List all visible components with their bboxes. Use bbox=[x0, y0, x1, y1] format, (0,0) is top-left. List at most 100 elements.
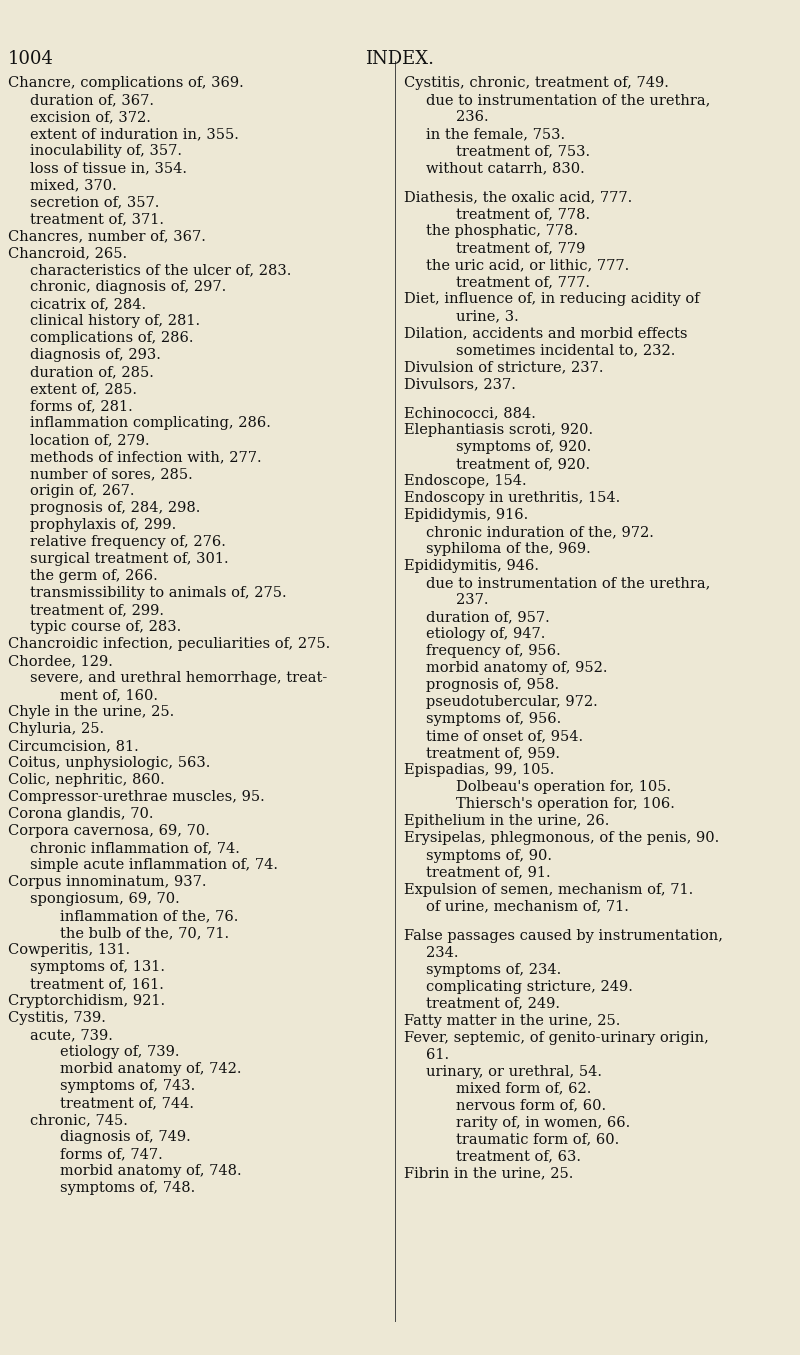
Text: mixed form of, 62.: mixed form of, 62. bbox=[456, 1081, 591, 1096]
Text: typic course of, 283.: typic course of, 283. bbox=[30, 621, 182, 634]
Text: treatment of, 779: treatment of, 779 bbox=[456, 241, 586, 255]
Text: Divulsors, 237.: Divulsors, 237. bbox=[404, 377, 516, 392]
Text: acute, 739.: acute, 739. bbox=[30, 1028, 114, 1042]
Text: etiology of, 947.: etiology of, 947. bbox=[426, 627, 546, 641]
Text: the phosphatic, 778.: the phosphatic, 778. bbox=[426, 224, 578, 238]
Text: treatment of, 161.: treatment of, 161. bbox=[30, 977, 164, 991]
Text: nervous form of, 60.: nervous form of, 60. bbox=[456, 1099, 606, 1112]
Text: Colic, nephritic, 860.: Colic, nephritic, 860. bbox=[8, 774, 165, 787]
Text: extent of induration in, 355.: extent of induration in, 355. bbox=[30, 127, 239, 141]
Text: characteristics of the ulcer of, 283.: characteristics of the ulcer of, 283. bbox=[30, 263, 292, 276]
Text: Chancre, complications of, 369.: Chancre, complications of, 369. bbox=[8, 76, 244, 89]
Text: Chyluria, 25.: Chyluria, 25. bbox=[8, 722, 104, 736]
Text: chronic inflammation of, 74.: chronic inflammation of, 74. bbox=[30, 841, 240, 855]
Text: diagnosis of, 749.: diagnosis of, 749. bbox=[60, 1130, 190, 1144]
Text: prognosis of, 284, 298.: prognosis of, 284, 298. bbox=[30, 501, 201, 515]
Text: location of, 279.: location of, 279. bbox=[30, 434, 150, 447]
Text: symptoms of, 131.: symptoms of, 131. bbox=[30, 961, 166, 974]
Text: treatment of, 777.: treatment of, 777. bbox=[456, 275, 590, 289]
Text: False passages caused by instrumentation,: False passages caused by instrumentation… bbox=[404, 928, 723, 943]
Text: Expulsion of semen, mechanism of, 71.: Expulsion of semen, mechanism of, 71. bbox=[404, 882, 694, 897]
Text: Coitus, unphysiologic, 563.: Coitus, unphysiologic, 563. bbox=[8, 756, 210, 770]
Text: complications of, 286.: complications of, 286. bbox=[30, 331, 194, 346]
Text: Chancroid, 265.: Chancroid, 265. bbox=[8, 245, 127, 260]
Text: Cryptorchidism, 921.: Cryptorchidism, 921. bbox=[8, 995, 165, 1008]
Text: symptoms of, 234.: symptoms of, 234. bbox=[426, 962, 562, 977]
Text: Chordee, 129.: Chordee, 129. bbox=[8, 654, 113, 668]
Text: chronic induration of the, 972.: chronic induration of the, 972. bbox=[426, 526, 654, 539]
Text: traumatic form of, 60.: traumatic form of, 60. bbox=[456, 1133, 619, 1146]
Text: Endoscopy in urethritis, 154.: Endoscopy in urethritis, 154. bbox=[404, 492, 620, 505]
Text: symptoms of, 748.: symptoms of, 748. bbox=[60, 1182, 195, 1195]
Text: syphiloma of the, 969.: syphiloma of the, 969. bbox=[426, 542, 591, 557]
Text: urinary, or urethral, 54.: urinary, or urethral, 54. bbox=[426, 1065, 602, 1079]
Text: Compressor-urethrae muscles, 95.: Compressor-urethrae muscles, 95. bbox=[8, 790, 265, 804]
Text: origin of, 267.: origin of, 267. bbox=[30, 484, 135, 499]
Text: chronic, 745.: chronic, 745. bbox=[30, 1114, 128, 1127]
Text: forms of, 281.: forms of, 281. bbox=[30, 398, 133, 413]
Text: Diet, influence of, in reducing acidity of: Diet, influence of, in reducing acidity … bbox=[404, 293, 700, 306]
Text: transmissibility to animals of, 275.: transmissibility to animals of, 275. bbox=[30, 585, 287, 600]
Text: forms of, 747.: forms of, 747. bbox=[60, 1148, 162, 1161]
Text: symptoms of, 743.: symptoms of, 743. bbox=[60, 1079, 195, 1093]
Text: Epithelium in the urine, 26.: Epithelium in the urine, 26. bbox=[404, 814, 610, 828]
Text: inflammation complicating, 286.: inflammation complicating, 286. bbox=[30, 416, 271, 430]
Text: frequency of, 956.: frequency of, 956. bbox=[426, 645, 561, 659]
Text: duration of, 285.: duration of, 285. bbox=[30, 364, 154, 379]
Text: symptoms of, 920.: symptoms of, 920. bbox=[456, 440, 591, 454]
Text: Fibrin in the urine, 25.: Fibrin in the urine, 25. bbox=[404, 1167, 574, 1180]
Text: time of onset of, 954.: time of onset of, 954. bbox=[426, 729, 583, 744]
Text: of urine, mechanism of, 71.: of urine, mechanism of, 71. bbox=[426, 900, 630, 913]
Text: Corpus innominatum, 937.: Corpus innominatum, 937. bbox=[8, 875, 206, 889]
Text: Chancroidic infection, peculiarities of, 275.: Chancroidic infection, peculiarities of,… bbox=[8, 637, 330, 650]
Text: Fatty matter in the urine, 25.: Fatty matter in the urine, 25. bbox=[404, 1014, 620, 1027]
Text: 1004: 1004 bbox=[8, 50, 54, 68]
Text: Diathesis, the oxalic acid, 777.: Diathesis, the oxalic acid, 777. bbox=[404, 190, 632, 205]
Text: Endoscope, 154.: Endoscope, 154. bbox=[404, 474, 526, 488]
Text: symptoms of, 90.: symptoms of, 90. bbox=[426, 848, 553, 863]
Text: Epispadias, 99, 105.: Epispadias, 99, 105. bbox=[404, 763, 554, 778]
Text: Cowperitis, 131.: Cowperitis, 131. bbox=[8, 943, 130, 957]
Text: morbid anatomy of, 952.: morbid anatomy of, 952. bbox=[426, 661, 608, 675]
Text: Corona glandis, 70.: Corona glandis, 70. bbox=[8, 808, 154, 821]
Text: duration of, 367.: duration of, 367. bbox=[30, 93, 154, 107]
Text: clinical history of, 281.: clinical history of, 281. bbox=[30, 314, 201, 328]
Text: methods of infection with, 277.: methods of infection with, 277. bbox=[30, 450, 262, 463]
Text: loss of tissue in, 354.: loss of tissue in, 354. bbox=[30, 161, 187, 175]
Text: secretion of, 357.: secretion of, 357. bbox=[30, 195, 160, 209]
Text: treatment of, 91.: treatment of, 91. bbox=[426, 866, 551, 879]
Text: relative frequency of, 276.: relative frequency of, 276. bbox=[30, 535, 226, 549]
Text: Dilation, accidents and morbid effects: Dilation, accidents and morbid effects bbox=[404, 327, 687, 340]
Text: inoculability of, 357.: inoculability of, 357. bbox=[30, 144, 182, 159]
Text: chronic, diagnosis of, 297.: chronic, diagnosis of, 297. bbox=[30, 280, 226, 294]
Text: number of sores, 285.: number of sores, 285. bbox=[30, 467, 193, 481]
Text: treatment of, 371.: treatment of, 371. bbox=[30, 211, 165, 226]
Text: morbid anatomy of, 748.: morbid anatomy of, 748. bbox=[60, 1164, 242, 1179]
Text: treatment of, 744.: treatment of, 744. bbox=[60, 1096, 194, 1110]
Text: Thiersch's operation for, 106.: Thiersch's operation for, 106. bbox=[456, 798, 675, 812]
Text: due to instrumentation of the urethra,: due to instrumentation of the urethra, bbox=[426, 576, 710, 591]
Text: complicating stricture, 249.: complicating stricture, 249. bbox=[426, 980, 634, 993]
Text: 61.: 61. bbox=[426, 1047, 450, 1062]
Text: due to instrumentation of the urethra,: due to instrumentation of the urethra, bbox=[426, 93, 710, 107]
Text: rarity of, in women, 66.: rarity of, in women, 66. bbox=[456, 1115, 630, 1130]
Text: treatment of, 753.: treatment of, 753. bbox=[456, 144, 590, 159]
Text: treatment of, 249.: treatment of, 249. bbox=[426, 997, 561, 1011]
Text: surgical treatment of, 301.: surgical treatment of, 301. bbox=[30, 551, 229, 566]
Text: diagnosis of, 293.: diagnosis of, 293. bbox=[30, 348, 162, 362]
Text: morbid anatomy of, 742.: morbid anatomy of, 742. bbox=[60, 1062, 242, 1076]
Text: Erysipelas, phlegmonous, of the penis, 90.: Erysipelas, phlegmonous, of the penis, 9… bbox=[404, 832, 719, 846]
Text: inflammation of the, 76.: inflammation of the, 76. bbox=[60, 909, 238, 923]
Text: treatment of, 63.: treatment of, 63. bbox=[456, 1150, 581, 1164]
Text: treatment of, 299.: treatment of, 299. bbox=[30, 603, 165, 617]
Text: treatment of, 778.: treatment of, 778. bbox=[456, 207, 590, 221]
Text: Chyle in the urine, 25.: Chyle in the urine, 25. bbox=[8, 705, 174, 720]
Text: Fever, septemic, of genito-urinary origin,: Fever, septemic, of genito-urinary origi… bbox=[404, 1031, 709, 1045]
Text: Elephantiasis scroti, 920.: Elephantiasis scroti, 920. bbox=[404, 423, 593, 438]
Text: treatment of, 920.: treatment of, 920. bbox=[456, 458, 590, 472]
Text: 237.: 237. bbox=[456, 593, 489, 607]
Text: INDEX.: INDEX. bbox=[366, 50, 434, 68]
Text: treatment of, 959.: treatment of, 959. bbox=[426, 747, 561, 760]
Text: simple acute inflammation of, 74.: simple acute inflammation of, 74. bbox=[30, 858, 278, 873]
Text: the germ of, 266.: the germ of, 266. bbox=[30, 569, 158, 583]
